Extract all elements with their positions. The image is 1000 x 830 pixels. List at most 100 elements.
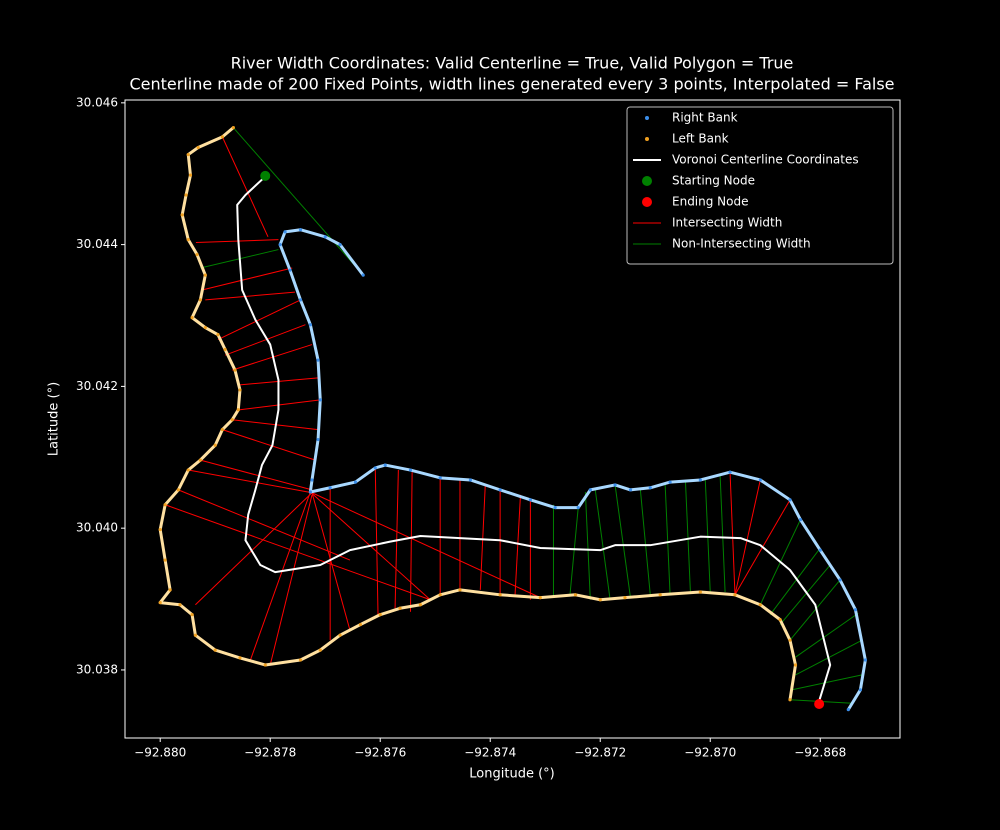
bank-point bbox=[328, 486, 332, 490]
width-line bbox=[217, 299, 301, 341]
bank-point bbox=[213, 443, 217, 447]
y-tick-label: 30.040 bbox=[76, 521, 118, 535]
bank-point bbox=[188, 173, 193, 177]
bank-point bbox=[298, 228, 303, 232]
bank-point bbox=[310, 478, 314, 482]
width-line bbox=[232, 127, 364, 276]
bank-point bbox=[498, 593, 502, 597]
y-axis-label: Latitude (°) bbox=[47, 382, 62, 456]
width-line bbox=[221, 136, 269, 238]
bank-point bbox=[180, 213, 184, 217]
bank-point bbox=[398, 606, 402, 610]
width-line bbox=[222, 429, 316, 461]
legend-marker bbox=[645, 137, 649, 141]
width-line bbox=[792, 674, 863, 691]
bank-point bbox=[316, 358, 320, 362]
bank-point bbox=[588, 488, 592, 492]
bank-point bbox=[238, 388, 242, 392]
bank-point bbox=[323, 235, 327, 239]
bank-point bbox=[573, 593, 578, 597]
x-tick-label: −92.876 bbox=[354, 746, 406, 760]
width-line bbox=[178, 489, 351, 561]
bank-point bbox=[176, 488, 180, 492]
width-line bbox=[205, 291, 296, 301]
bank-point bbox=[818, 548, 822, 552]
width-line bbox=[188, 469, 313, 494]
bank-point bbox=[733, 593, 737, 597]
bank-point bbox=[236, 408, 240, 412]
bank-point bbox=[193, 633, 198, 637]
bank-point bbox=[195, 252, 199, 257]
legend-box bbox=[626, 106, 894, 265]
bank-point bbox=[838, 578, 842, 582]
bank-point bbox=[553, 506, 557, 510]
width-line bbox=[249, 491, 311, 661]
legend-label: Ending Node bbox=[672, 195, 749, 209]
width-line bbox=[729, 472, 736, 595]
bank-point bbox=[308, 490, 312, 494]
bank-point bbox=[778, 618, 782, 622]
bank-point bbox=[728, 470, 732, 474]
width-line bbox=[310, 491, 541, 599]
chart-title: River Width Coordinates: Valid Centerlin… bbox=[231, 54, 794, 73]
width-line bbox=[514, 494, 521, 597]
bank-point bbox=[628, 488, 633, 492]
bank-point bbox=[220, 428, 224, 432]
width-line bbox=[394, 470, 399, 609]
bank-point bbox=[788, 638, 792, 642]
bank-point bbox=[353, 480, 358, 484]
bank-point bbox=[168, 588, 172, 592]
bank-point bbox=[186, 152, 190, 157]
y-tick-label: 30.044 bbox=[76, 237, 118, 251]
bank-point bbox=[298, 658, 303, 662]
width-line bbox=[664, 484, 671, 595]
width-line bbox=[195, 239, 279, 243]
bank-point bbox=[196, 145, 200, 150]
width-line bbox=[239, 399, 321, 411]
bank-point bbox=[230, 418, 234, 422]
width-line bbox=[224, 324, 306, 356]
bank-point bbox=[576, 506, 580, 510]
bank-point bbox=[186, 238, 190, 242]
width-line bbox=[779, 564, 831, 625]
bank-point bbox=[418, 603, 422, 607]
bank-point bbox=[338, 243, 342, 247]
width-line bbox=[719, 475, 726, 592]
bank-point bbox=[798, 518, 803, 522]
width-line bbox=[594, 489, 611, 600]
bank-point bbox=[846, 708, 850, 712]
bank-point bbox=[318, 398, 322, 402]
bank-point bbox=[698, 590, 702, 594]
bank-point bbox=[233, 368, 237, 372]
width-line bbox=[195, 492, 313, 606]
bank-point bbox=[238, 656, 242, 660]
bank-point bbox=[318, 648, 322, 652]
bank-point bbox=[458, 588, 462, 592]
bank-point bbox=[203, 325, 207, 330]
width-line bbox=[769, 547, 821, 615]
bank-point bbox=[698, 478, 702, 482]
x-tick-label: −92.874 bbox=[464, 746, 516, 760]
plot-area bbox=[158, 126, 867, 712]
x-tick-label: −92.872 bbox=[574, 746, 626, 760]
width-line bbox=[201, 267, 293, 291]
y-tick-label: 30.042 bbox=[76, 379, 118, 393]
bank-point bbox=[338, 633, 342, 637]
bank-point bbox=[198, 458, 202, 462]
x-axis-label: Longitude (°) bbox=[469, 767, 554, 782]
legend-marker bbox=[645, 116, 649, 120]
bank-point bbox=[231, 126, 235, 130]
bank-point bbox=[438, 476, 442, 480]
width-line bbox=[584, 491, 591, 600]
bank-point bbox=[613, 483, 617, 487]
bank-point bbox=[538, 596, 542, 600]
legend-label: Starting Node bbox=[672, 174, 755, 188]
legend-label: Right Bank bbox=[672, 111, 738, 125]
x-tick-label: −92.880 bbox=[134, 746, 186, 760]
bank-point bbox=[758, 478, 762, 482]
bank-point bbox=[223, 347, 227, 352]
bank-point bbox=[623, 596, 627, 600]
bank-point bbox=[163, 558, 167, 562]
